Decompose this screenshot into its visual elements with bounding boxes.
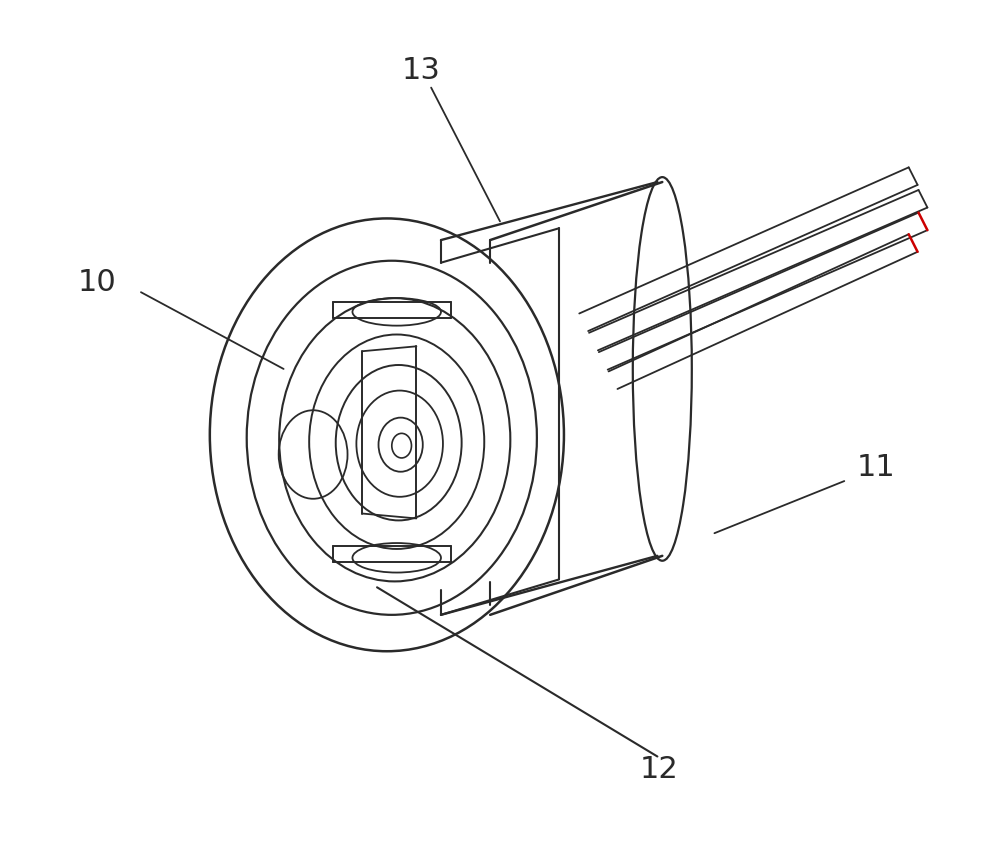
Text: 13: 13 xyxy=(402,56,441,85)
Text: 10: 10 xyxy=(77,268,116,297)
Text: 11: 11 xyxy=(856,453,895,482)
Text: 12: 12 xyxy=(640,755,679,784)
